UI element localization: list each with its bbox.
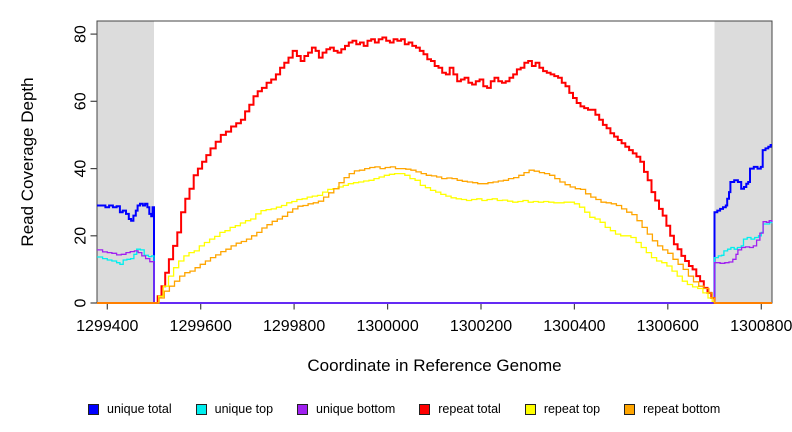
legend-label: unique top (214, 402, 274, 416)
x-tick-label: 1299400 (76, 318, 138, 335)
legend-item-unique-bottom: unique bottom (297, 402, 395, 416)
series-unique-top (97, 221, 773, 304)
legend-label: repeat top (543, 402, 601, 416)
legend-label: unique total (107, 402, 172, 416)
x-tick-label: 1300800 (730, 318, 792, 335)
legend-swatch-unique-top (195, 403, 207, 415)
x-tick-label: 1300000 (356, 318, 418, 335)
x-tick-label: 1299800 (263, 318, 325, 335)
y-tick-label: 20 (73, 227, 90, 245)
y-tick-label: 0 (73, 298, 90, 307)
series-repeat-bottom (97, 166, 772, 304)
legend-swatch-repeat-top (524, 403, 536, 415)
legend-item-unique-top: unique top (195, 402, 274, 416)
y-axis-title: Read Coverage Depth (18, 77, 37, 247)
y-tick-label: 60 (73, 92, 90, 110)
x-axis-title: Coordinate in Reference Genome (307, 356, 562, 375)
x-tick-label: 1300400 (543, 318, 605, 335)
x-tick-label: 1299600 (170, 318, 232, 335)
legend-item-unique-total: unique total (88, 402, 172, 416)
series-unique-total (97, 144, 772, 304)
legend-item-repeat-total: repeat total (419, 402, 501, 416)
x-tick-label: 1300600 (637, 318, 699, 335)
legend-label: repeat bottom (643, 402, 721, 416)
legend-item-repeat-top: repeat top (524, 402, 601, 416)
legend-swatch-unique-total (88, 403, 99, 415)
series-repeat-top (97, 172, 772, 304)
legend-swatch-unique-bottom (297, 403, 309, 415)
y-tick-label: 80 (73, 25, 90, 43)
series-unique-bottom (97, 220, 773, 304)
legend-swatch-repeat-bottom (624, 403, 636, 415)
x-tick-label: 1300200 (450, 318, 512, 335)
series-repeat-total (97, 36, 772, 304)
legend-label: repeat total (438, 402, 501, 416)
legend-label: unique bottom (316, 402, 396, 416)
shaded-region-left-flank (97, 21, 154, 303)
legend-swatch-repeat-total (419, 403, 431, 415)
legend-item-repeat-bottom: repeat bottom (624, 402, 720, 416)
legend: unique total unique top unique bottom repea… (88, 398, 792, 420)
y-tick-label: 40 (73, 160, 90, 178)
